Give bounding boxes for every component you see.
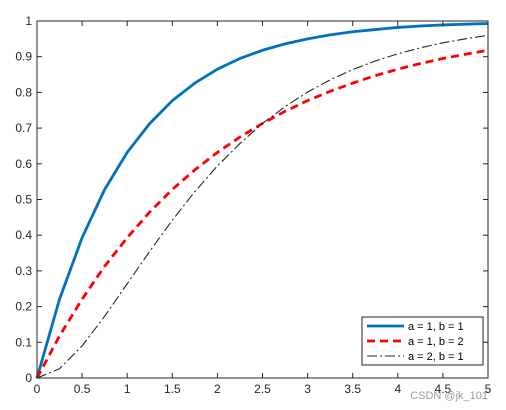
y-tick-label: 0.9 [15, 50, 32, 64]
x-tick-label: 3.5 [344, 382, 361, 396]
series-line-1 [35, 22, 489, 379]
legend-label-2: a = 1, b = 2 [408, 336, 464, 348]
y-tick-label: 0 [25, 371, 32, 385]
series-line-3 [36, 34, 489, 379]
y-tick-label: 0.8 [15, 85, 32, 99]
y-tick-label: 0.3 [15, 264, 32, 278]
x-tick-label: 5 [485, 382, 492, 396]
x-tick-label: 2 [214, 382, 221, 396]
x-tick-label: 0.5 [74, 382, 91, 396]
x-axis: 0 0.5 1 1.5 2 2.5 3 3.5 4 4.5 5 [34, 21, 492, 396]
x-tick-label: 4 [394, 382, 401, 396]
watermark: CSDN @jk_101 [410, 390, 488, 402]
x-tick-label: 1 [124, 382, 131, 396]
legend: a = 1, b = 1 a = 1, b = 2 a = 2, b = 1 [361, 316, 484, 366]
y-tick-label: 1 [25, 14, 32, 28]
y-tick-label: 0.5 [15, 193, 32, 207]
curves-group [35, 22, 489, 379]
y-tick-label: 0.1 [15, 335, 32, 349]
y-tick-label: 0.2 [15, 300, 32, 314]
legend-label-3: a = 2, b = 1 [408, 351, 464, 363]
y-tick-label: 0.4 [15, 228, 32, 242]
legend-label-1: a = 1, b = 1 [408, 321, 464, 333]
y-tick-label: 0.7 [15, 121, 32, 135]
x-tick-label: 2.5 [254, 382, 271, 396]
x-tick-label: 1.5 [164, 382, 181, 396]
x-tick-label: 3 [304, 382, 311, 396]
y-tick-label: 0.6 [15, 157, 32, 171]
x-tick-label: 4.5 [435, 382, 452, 396]
x-tick-label: 0 [34, 382, 41, 396]
y-axis: 0 0.1 0.2 0.3 0.4 0.5 0.6 0.7 0.8 0.9 1 [15, 14, 488, 385]
